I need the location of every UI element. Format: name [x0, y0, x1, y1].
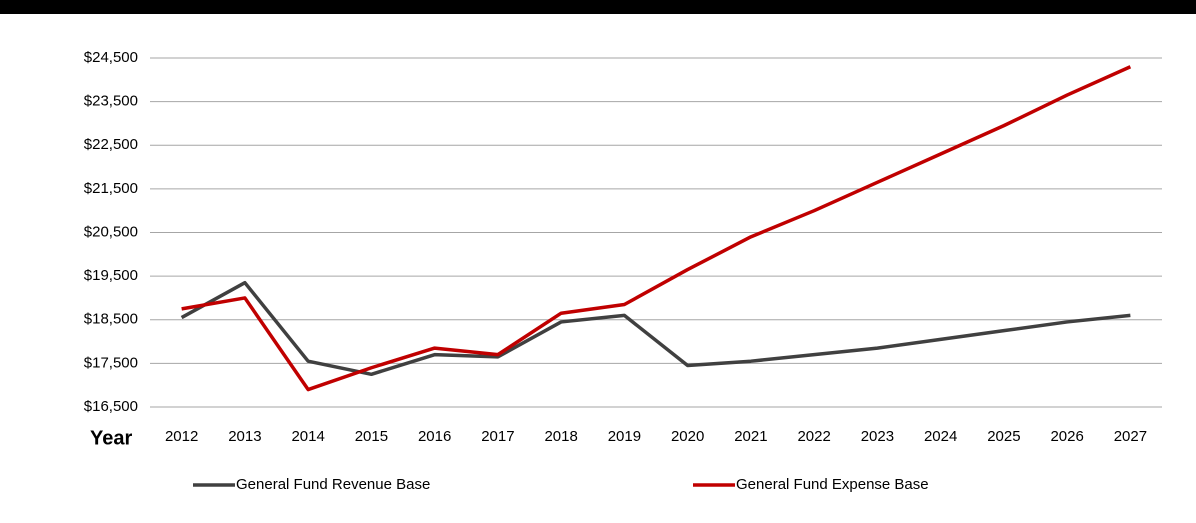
x-tick-label: 2022	[797, 428, 830, 445]
x-tick-label: 2012	[165, 428, 198, 445]
y-tick-label: $18,500	[84, 311, 138, 328]
x-tick-label: 2026	[1050, 428, 1083, 445]
x-tick-label: 2017	[481, 428, 514, 445]
y-tick-label: $17,500	[84, 354, 138, 371]
y-tick-label: $20,500	[84, 223, 138, 240]
x-tick-label: 2027	[1114, 428, 1147, 445]
x-tick-label: 2023	[861, 428, 894, 445]
x-tick-label: 2024	[924, 428, 957, 445]
x-tick-label: 2016	[418, 428, 451, 445]
x-tick-label: 2021	[734, 428, 767, 445]
legend-label: General Fund Revenue Base	[236, 476, 430, 493]
series-line	[180, 280, 1131, 377]
x-tick-label: 2014	[291, 428, 324, 445]
x-tick-label: 2015	[355, 428, 388, 445]
x-tick-label: 2013	[228, 428, 261, 445]
x-tick-label: 2020	[671, 428, 704, 445]
y-tick-label: $22,500	[84, 136, 138, 153]
y-tick-label: $16,500	[84, 398, 138, 415]
x-tick-label: 2018	[544, 428, 577, 445]
top-bar	[0, 0, 1196, 14]
legend-label: General Fund Expense Base	[736, 476, 929, 493]
x-axis-label: Year	[90, 427, 132, 449]
x-tick-label: 2025	[987, 428, 1020, 445]
y-tick-label: $23,500	[84, 93, 138, 110]
y-tick-label: $19,500	[84, 267, 138, 284]
series-line	[181, 65, 1132, 392]
y-tick-label: $21,500	[84, 180, 138, 197]
x-tick-label: 2019	[608, 428, 641, 445]
y-tick-label: $24,500	[84, 49, 138, 66]
